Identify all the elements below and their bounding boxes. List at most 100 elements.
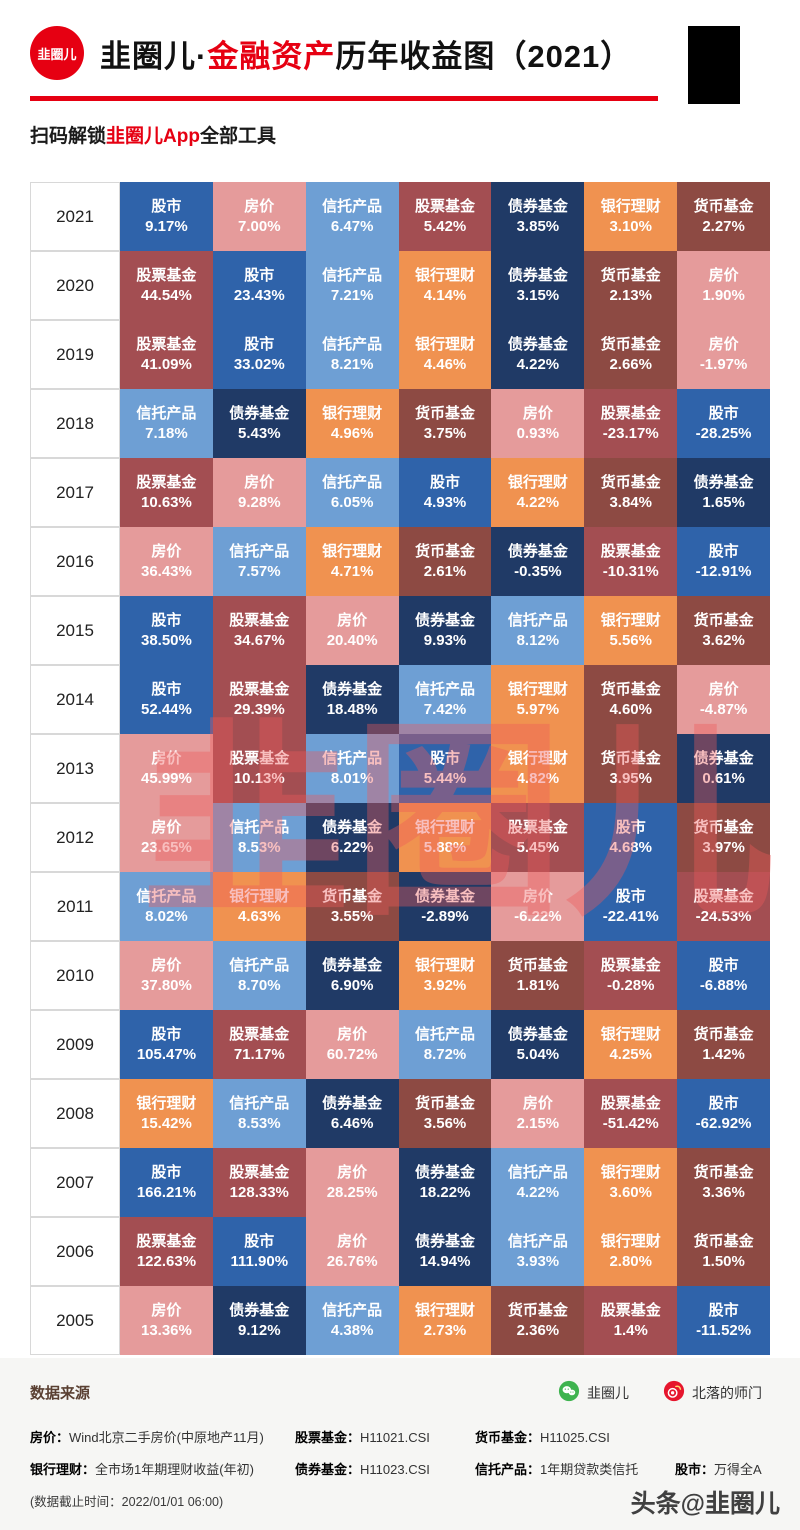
asset-name: 房价: [337, 612, 368, 629]
asset-name: 股市: [151, 612, 182, 629]
year-label: 2021: [30, 182, 120, 251]
asset-name: 股市: [430, 474, 461, 491]
asset-name: 股票基金: [136, 336, 197, 353]
app-logo: 韭圈儿: [30, 26, 84, 80]
asset-return: 7.18%: [145, 425, 188, 442]
asset-return: 122.63%: [136, 1253, 197, 1270]
asset-name: 房价: [151, 543, 182, 560]
return-cell: 银行理财 4.71%: [305, 527, 399, 596]
return-cell: 信托产品 4.38%: [305, 1286, 399, 1355]
return-cell: 房价 2.15%: [491, 1079, 585, 1148]
return-cell: 货币基金 3.36%: [677, 1148, 771, 1217]
asset-return: 26.76%: [326, 1253, 378, 1270]
asset-return: 8.53%: [238, 1115, 281, 1132]
year-row: 2007 股市 166.21% 股票基金 128.33% 房价 28.25% 债券基金 18.2…: [30, 1148, 771, 1217]
asset-name: 信托产品: [136, 888, 197, 905]
asset-return: 3.10%: [609, 218, 652, 235]
year-label: 2017: [30, 458, 120, 527]
return-cell: 货币基金 3.75%: [398, 389, 492, 458]
return-cell: 债券基金 4.22%: [491, 320, 585, 389]
subtitle: 扫码解锁韭圈儿App全部工具: [30, 121, 800, 148]
return-cell: 股市 5.44%: [398, 734, 492, 803]
asset-name: 银行理财: [507, 750, 568, 767]
return-cell: 货币基金 3.62%: [677, 596, 771, 665]
return-cell: 银行理财 5.97%: [491, 665, 585, 734]
return-cell: 货币基金 3.95%: [584, 734, 678, 803]
asset-name: 房价: [337, 1164, 368, 1181]
year-label: 2019: [30, 320, 120, 389]
year-label: 2005: [30, 1286, 120, 1355]
wechat-account-name: 韭圈儿: [587, 1384, 629, 1401]
asset-return: 8.01%: [330, 770, 374, 787]
asset-name: 债券基金: [322, 819, 383, 836]
asset-return: 1.90%: [702, 287, 745, 304]
asset-return: 4.14%: [423, 287, 467, 304]
asset-return: 3.92%: [423, 977, 467, 994]
asset-name: 货币基金: [693, 1233, 754, 1250]
return-cell: 信托产品 7.57%: [212, 527, 306, 596]
return-cell: 银行理财 3.10%: [584, 182, 678, 251]
asset-name: 货币基金: [600, 681, 661, 698]
return-cell: 房价 -4.87%: [677, 665, 771, 734]
year-label: 2018: [30, 389, 120, 458]
return-cell: 银行理财 3.60%: [584, 1148, 678, 1217]
asset-return: -4.87%: [699, 701, 748, 718]
year-label: 2007: [30, 1148, 120, 1217]
app-logo-text: 韭圈儿: [37, 46, 77, 62]
source-value: 全市场1年期理财收益(年初): [95, 1462, 254, 1477]
source-item-stock-fund: 股票基金：H11021.CSI: [295, 1427, 475, 1446]
return-cell: 信托产品 4.22%: [491, 1148, 585, 1217]
asset-return: 9.17%: [145, 218, 188, 235]
asset-name: 债券基金: [693, 750, 754, 767]
asset-return: -10.31%: [602, 563, 659, 580]
asset-return: 71.17%: [233, 1046, 285, 1063]
return-cell: 股市 -22.41%: [584, 872, 678, 941]
asset-name: 债券基金: [322, 681, 383, 698]
return-cell: 信托产品 8.01%: [305, 734, 399, 803]
return-cell: 房价 36.43%: [120, 527, 213, 596]
asset-name: 货币基金: [693, 198, 754, 215]
asset-return: 3.36%: [702, 1184, 745, 1201]
return-cell: 银行理财 5.88%: [398, 803, 492, 872]
return-cell: 信托产品 3.93%: [491, 1217, 585, 1286]
return-cell: 货币基金 2.36%: [491, 1286, 585, 1355]
asset-name: 股市: [151, 1026, 182, 1043]
return-cell: 债券基金 6.46%: [305, 1079, 399, 1148]
asset-name: 债券基金: [507, 267, 568, 284]
return-cell: 股票基金 5.45%: [491, 803, 585, 872]
asset-return: 2.66%: [609, 356, 652, 373]
source-label: 银行理财：: [30, 1462, 96, 1477]
return-cell: 货币基金 2.13%: [584, 251, 678, 320]
asset-name: 银行理财: [415, 819, 476, 836]
asset-name: 股票基金: [229, 1164, 290, 1181]
year-label: 2010: [30, 941, 120, 1010]
asset-name: 股市: [244, 1233, 275, 1250]
return-cell: 债券基金 3.85%: [491, 182, 585, 251]
asset-name: 货币基金: [600, 267, 661, 284]
asset-name: 股票基金: [600, 1302, 661, 1319]
return-cell: 房价 7.00%: [212, 182, 306, 251]
asset-return: 23.65%: [140, 839, 192, 856]
asset-return: 23.43%: [233, 287, 285, 304]
year-row: 2017 股票基金 10.63% 房价 9.28% 信托产品 6.05% 股市 4.93% 银行理…: [30, 458, 771, 527]
asset-name: 股市: [708, 405, 739, 422]
asset-return: -6.88%: [699, 977, 748, 994]
year-label: 2008: [30, 1079, 120, 1148]
return-cell: 债券基金 18.48%: [305, 665, 399, 734]
asset-return: 8.02%: [145, 908, 188, 925]
source-label: 房价：: [30, 1430, 70, 1445]
return-cell: 股票基金 -10.31%: [584, 527, 678, 596]
return-cell: 银行理财 4.25%: [584, 1010, 678, 1079]
asset-return: 33.02%: [233, 356, 285, 373]
return-cell: 房价 13.36%: [120, 1286, 213, 1355]
return-cell: 股市 23.43%: [212, 251, 306, 320]
header: 韭圈儿 韭圈儿·金融资产历年收益图（2021）: [0, 0, 800, 80]
asset-return: 7.42%: [423, 701, 467, 718]
asset-return: 28.25%: [326, 1184, 378, 1201]
asset-name: 房价: [522, 405, 553, 422]
asset-return: 4.25%: [609, 1046, 652, 1063]
asset-return: 166.21%: [136, 1184, 197, 1201]
asset-return: 6.46%: [330, 1115, 374, 1132]
asset-name: 债券基金: [322, 1095, 383, 1112]
